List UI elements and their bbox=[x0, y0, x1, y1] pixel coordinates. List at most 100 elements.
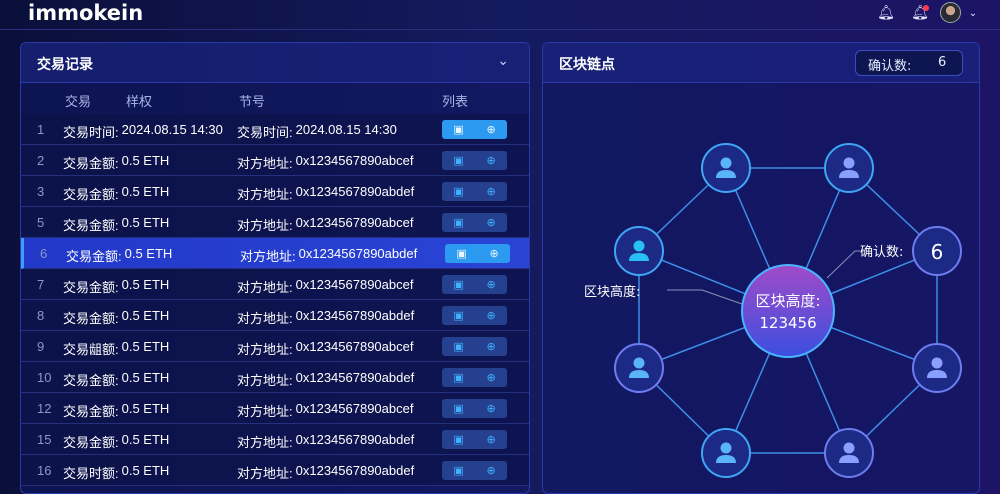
row-number: 12 bbox=[37, 401, 52, 416]
cell-secondary: 对方地址: 0x1234567890abdef bbox=[237, 432, 437, 451]
lock-icon[interactable]: ▣ bbox=[453, 217, 464, 229]
cell-secondary: 对方地址: 0x1234567890abdef bbox=[240, 246, 440, 265]
field-value: 0x1234567890abdef bbox=[295, 370, 415, 385]
lock-icon[interactable]: ▣ bbox=[453, 403, 464, 415]
cell-secondary: 对方地址: 0x1234567890abdef bbox=[237, 184, 437, 203]
chevron-circle-icon[interactable]: ⊕ bbox=[486, 465, 496, 477]
chevron-circle-icon[interactable]: ⊕ bbox=[486, 341, 496, 353]
field-label: 对方地址: bbox=[237, 311, 293, 326]
block-height-callout: 区块高度: bbox=[584, 284, 640, 300]
chevron-down-icon[interactable]: ⌄ bbox=[497, 53, 509, 69]
cell-primary: 交易龃额: 0.5 ETH bbox=[63, 339, 235, 358]
peer-node[interactable] bbox=[912, 343, 962, 393]
avatar[interactable] bbox=[940, 2, 961, 23]
lock-icon[interactable]: ▣ bbox=[453, 155, 464, 167]
table-row[interactable]: 8 交易金额: 0.5 ETH 对方地址: 0x1234567890abdef ▣ ⊕ bbox=[21, 300, 529, 331]
peer-node[interactable] bbox=[701, 143, 751, 193]
chevron-circle-icon[interactable]: ⊕ bbox=[486, 124, 496, 136]
lock-icon[interactable]: ▣ bbox=[453, 279, 464, 291]
column-header: 交易 bbox=[65, 95, 92, 110]
field-label: 对方地址: bbox=[237, 218, 293, 233]
node-graph: 区块高度: 123456 区块高度: 确认数: 6 bbox=[584, 143, 962, 478]
field-value: 0x1234567890abdef bbox=[295, 308, 415, 323]
row-actions: ▣ ⊕ bbox=[442, 213, 507, 232]
field-value: 0x1234567890abdef bbox=[295, 463, 415, 478]
table-row[interactable]: 5 交易金额: 0.5 ETH 对方地址: 0x1234567890abcef ▣ ⊕ bbox=[21, 207, 529, 238]
lock-icon[interactable]: ▣ bbox=[453, 465, 464, 477]
row-actions: ▣ ⊕ bbox=[442, 182, 507, 201]
chevron-circle-icon[interactable]: ⊕ bbox=[486, 279, 496, 291]
confirm-node[interactable] bbox=[912, 226, 962, 276]
table-row[interactable]: 6 交易金额: 0.5 ETH 对方地址: 0x1234567890abdef ▣ ⊕ bbox=[21, 238, 529, 269]
peer-node[interactable] bbox=[824, 428, 874, 478]
table-row[interactable]: 7 交易金额: 0.5 ETH 对方地址: 0x1234567890abcef ▣ ⊕ bbox=[21, 269, 529, 300]
panel-title: 区块链点 bbox=[559, 57, 615, 73]
cell-secondary: 对方地址: 0x1234567890abdef bbox=[237, 370, 437, 389]
chevron-circle-icon[interactable]: ⊕ bbox=[486, 403, 496, 415]
row-number: 6 bbox=[40, 246, 48, 261]
chevron-down-icon[interactable]: ⌄ bbox=[968, 8, 978, 19]
lock-icon[interactable]: ▣ bbox=[453, 434, 464, 446]
field-label: 交易金额: bbox=[63, 404, 119, 419]
row-actions: ▣ ⊕ bbox=[442, 120, 507, 139]
panel-title: 交易记录 bbox=[37, 57, 93, 73]
chevron-circle-icon[interactable]: ⊕ bbox=[486, 310, 496, 322]
peer-node[interactable] bbox=[824, 143, 874, 193]
field-value: 0.5 ETH bbox=[121, 339, 170, 354]
row-number: 5 bbox=[37, 215, 45, 230]
cell-primary: 交易金额: 0.5 ETH bbox=[63, 215, 235, 234]
column-header: 节号 bbox=[239, 95, 266, 110]
peer-node[interactable] bbox=[701, 428, 751, 478]
bell-notification-icon[interactable]: 🔔︎ bbox=[911, 5, 929, 21]
chevron-circle-icon[interactable]: ⊕ bbox=[489, 248, 499, 260]
callout-line bbox=[667, 289, 743, 305]
table-row[interactable]: 9 交易龃额: 0.5 ETH 对方地址: 0x1234567890abcef ▣ ⊕ bbox=[21, 331, 529, 362]
peer-node[interactable] bbox=[614, 343, 664, 393]
lock-icon[interactable]: ▣ bbox=[453, 372, 464, 384]
field-label: 交易金额: bbox=[63, 187, 119, 202]
field-value: 0.5 ETH bbox=[121, 277, 170, 292]
table-row[interactable]: 10 交易金额: 0.5 ETH 对方地址: 0x1234567890abdef ▣… bbox=[21, 362, 529, 393]
row-actions: ▣ ⊕ bbox=[442, 151, 507, 170]
field-value: 0.5 ETH bbox=[121, 184, 170, 199]
chevron-circle-icon[interactable]: ⊕ bbox=[486, 372, 496, 384]
cell-secondary: 对方地址: 0x1234567890abcef bbox=[237, 339, 437, 358]
cell-secondary: 对方地址: 0x1234567890abcef bbox=[237, 277, 437, 296]
table-row[interactable]: 16 交易时额: 0.5 ETH 对方地址: 0x1234567890abdef ▣… bbox=[21, 455, 529, 486]
table-row[interactable]: 3 交易金额: 0.5 ETH 对方地址: 0x1234567890abdef ▣ ⊕ bbox=[21, 176, 529, 207]
row-actions: ▣ ⊕ bbox=[442, 337, 507, 356]
field-label: 对方地址: bbox=[237, 373, 293, 388]
confirm-callout: 确认数: bbox=[860, 245, 903, 260]
table-row[interactable]: 1 交易时间: 2024.08.15 14:30 交易时间: 2024.08.15 … bbox=[21, 114, 529, 145]
lock-icon[interactable]: ▣ bbox=[456, 248, 467, 260]
field-label: 对方地址: bbox=[237, 187, 293, 202]
table-row[interactable]: 2 交易金额: 0.5 ETH 对方地址: 0x1234567890abcef ▣ ⊕ bbox=[21, 145, 529, 176]
chevron-circle-icon[interactable]: ⊕ bbox=[486, 155, 496, 167]
lock-icon[interactable]: ▣ bbox=[453, 186, 464, 198]
lock-icon[interactable]: ▣ bbox=[453, 310, 464, 322]
row-actions: ▣ ⊕ bbox=[445, 244, 510, 263]
cell-primary: 交易时间: 2024.08.15 14:30 bbox=[63, 122, 235, 141]
peer-node[interactable] bbox=[614, 226, 664, 276]
logo: immokein bbox=[28, 1, 144, 25]
cell-secondary: 对方地址: 0x1234567890abdef bbox=[237, 463, 437, 482]
field-value: 0.5 ETH bbox=[121, 215, 170, 230]
lock-icon[interactable]: ▣ bbox=[453, 341, 464, 353]
cell-secondary: 对方地址: 0x1234567890abcef bbox=[237, 215, 437, 234]
row-number: 3 bbox=[37, 184, 45, 199]
center-value: 123456 bbox=[759, 314, 816, 332]
callout-line bbox=[826, 250, 860, 279]
center-block-node[interactable] bbox=[741, 264, 835, 358]
field-label: 交易时间: bbox=[237, 125, 293, 140]
bell-icon[interactable]: 🔔︎ bbox=[877, 5, 895, 21]
chevron-circle-icon[interactable]: ⊕ bbox=[486, 434, 496, 446]
chevron-circle-icon[interactable]: ⊕ bbox=[486, 217, 496, 229]
table-row[interactable]: 15 交易金额: 0.5 ETH 对方地址: 0x1234567890abdef ▣… bbox=[21, 424, 529, 455]
user-icon bbox=[716, 157, 736, 178]
chevron-circle-icon[interactable]: ⊕ bbox=[486, 186, 496, 198]
lock-icon[interactable]: ▣ bbox=[453, 124, 464, 136]
user-icon bbox=[716, 442, 736, 463]
field-label: 交易龃额: bbox=[63, 342, 119, 357]
cell-primary: 交易金额: 0.5 ETH bbox=[63, 184, 235, 203]
table-row[interactable]: 12 交易金额: 0.5 ETH 对方地址: 0x1234567890abcef ▣… bbox=[21, 393, 529, 424]
